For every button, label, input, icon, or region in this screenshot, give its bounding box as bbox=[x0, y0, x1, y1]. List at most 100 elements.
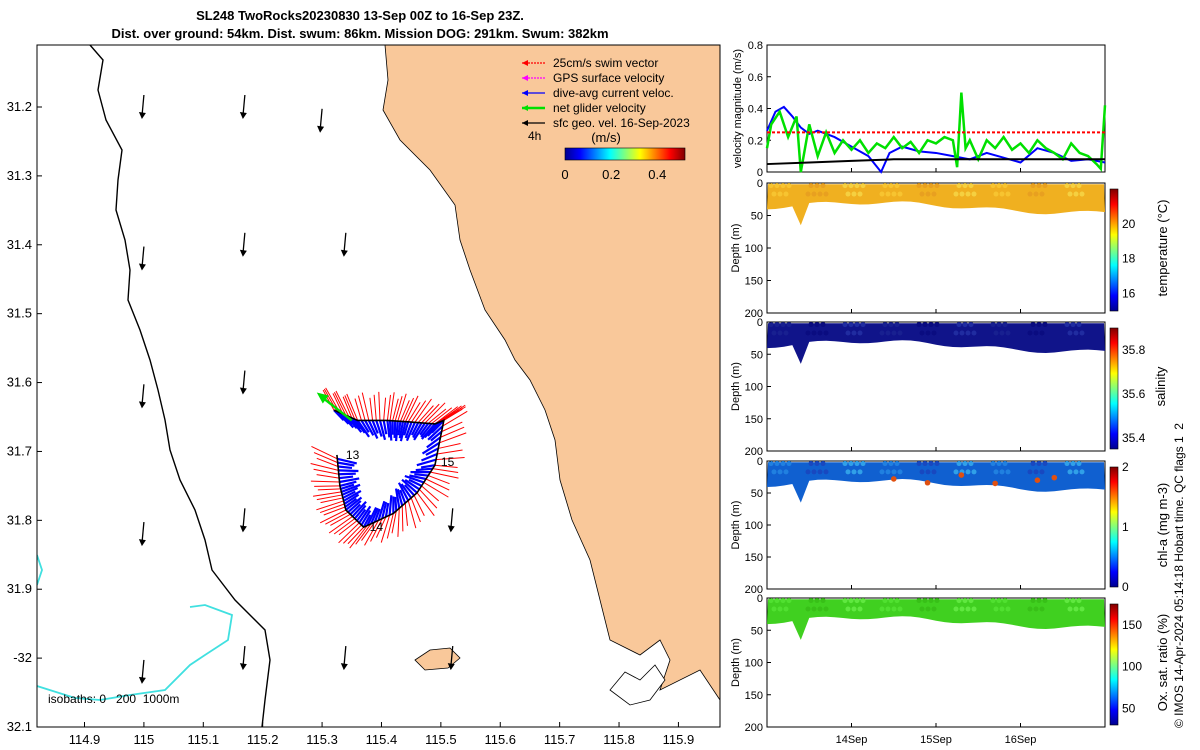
map-x-tick-label: 115.1 bbox=[188, 732, 220, 747]
swim-vector bbox=[316, 457, 339, 467]
heatmap-sample bbox=[783, 469, 789, 475]
heatmap-sample bbox=[1002, 322, 1008, 328]
heatmap-sample bbox=[854, 461, 860, 467]
heatmap-sample bbox=[820, 322, 826, 328]
current-vector bbox=[414, 473, 429, 477]
net-glider-vector-head bbox=[316, 392, 329, 404]
heatmap-sample bbox=[774, 461, 780, 467]
heatmap-sample bbox=[993, 330, 999, 336]
heatmap-sample bbox=[811, 191, 817, 197]
heatmap-sample bbox=[934, 322, 940, 328]
current-vector bbox=[343, 489, 362, 502]
heatmap-y-label: Depth (m) bbox=[730, 501, 742, 550]
map-y-tick-label: 31.5 bbox=[7, 306, 32, 321]
swim-vector bbox=[316, 494, 343, 501]
heatmap-sample bbox=[962, 461, 968, 467]
heatmap-sample bbox=[968, 598, 974, 604]
legend-label: dive-avg current veloc. bbox=[553, 86, 674, 100]
heatmap-sample bbox=[922, 598, 928, 604]
heatmap-sample bbox=[805, 606, 811, 612]
heatmap-sample bbox=[885, 469, 891, 475]
heatmap-sample bbox=[885, 191, 891, 197]
heatmap-sample bbox=[882, 183, 888, 189]
heatmap-sample bbox=[1076, 598, 1082, 604]
map-x-tick-label: 114.9 bbox=[69, 732, 101, 747]
swim-vector bbox=[342, 396, 353, 419]
heatmap-sample bbox=[857, 606, 863, 612]
heatmap-sample bbox=[1036, 183, 1042, 189]
heatmap-sample bbox=[879, 606, 885, 612]
current-vector bbox=[394, 488, 401, 509]
heatmap-sample bbox=[919, 191, 925, 197]
velocity-y-label: velocity magnitude (m/s) bbox=[732, 49, 744, 168]
heatmap-y-tick-label: 100 bbox=[745, 520, 763, 532]
current-vector bbox=[426, 436, 442, 449]
heatmap-sample bbox=[879, 469, 885, 475]
heatmap-y-tick-label: 150 bbox=[745, 414, 763, 426]
map-x-tick-label: 115.5 bbox=[425, 732, 457, 747]
velocity-magnitude-panel: 0 0.2 0.4 0.6 0.8 velocity magnitude (m/s) bbox=[732, 40, 1107, 179]
current-vector bbox=[412, 422, 423, 439]
swim-vector bbox=[427, 408, 447, 424]
heatmap-y-tick-label: 0 bbox=[757, 178, 763, 190]
colorbar-tick-label: 0 bbox=[1122, 580, 1129, 594]
heatmap-sample bbox=[857, 469, 863, 475]
heatmap-sample bbox=[860, 322, 866, 328]
heatmap-sample bbox=[965, 191, 971, 197]
heatmap-sample bbox=[820, 461, 826, 467]
swim-vector bbox=[319, 503, 345, 514]
heatmap-sample bbox=[777, 606, 783, 612]
time-x-tick-label: 16Sep bbox=[1005, 734, 1037, 746]
heatmap-sample bbox=[993, 469, 999, 475]
heatmap-sample bbox=[925, 606, 931, 612]
heatmap-sample bbox=[1042, 598, 1048, 604]
heatmap-sample bbox=[996, 322, 1002, 328]
swim-vector bbox=[369, 397, 374, 421]
colorbar-tick-label: 20 bbox=[1122, 217, 1136, 231]
heatmap-sample bbox=[879, 191, 885, 197]
current-vector bbox=[420, 464, 436, 469]
legend-label: GPS surface velocity bbox=[553, 71, 664, 85]
swim-vector bbox=[319, 509, 347, 524]
heatmap-y-tick-label: 100 bbox=[745, 382, 763, 394]
velocity-y-tick-label: 0.2 bbox=[748, 135, 763, 147]
swim-vector bbox=[310, 480, 340, 483]
heatmap-sample bbox=[823, 606, 829, 612]
heatmap-y-tick-label: 50 bbox=[751, 349, 763, 361]
swim-vector bbox=[405, 395, 419, 422]
heatmap-y-tick-label: 100 bbox=[745, 243, 763, 255]
map-plot: 114.9 115 115.1 115.2 115.3 115.4 115.5 115.6 11… bbox=[7, 44, 721, 747]
heatmap-sample bbox=[931, 330, 937, 336]
map-x-tick-label: 115.8 bbox=[603, 732, 635, 747]
heatmap-sample bbox=[777, 469, 783, 475]
heatmap-sample bbox=[817, 606, 823, 612]
heatmap-sample bbox=[931, 191, 937, 197]
heatmap-sample bbox=[953, 469, 959, 475]
isobath-1000 bbox=[37, 604, 234, 701]
legend-label: net glider velocity bbox=[553, 101, 646, 115]
map-y-tick-label: 31.3 bbox=[7, 168, 32, 183]
heatmap-sample bbox=[990, 598, 996, 604]
current-vector bbox=[431, 419, 445, 434]
heatmap-sample bbox=[768, 183, 774, 189]
swim-vector bbox=[375, 516, 387, 538]
heatmap-sample bbox=[860, 461, 866, 467]
heatmap-sample bbox=[845, 469, 851, 475]
current-vector bbox=[347, 500, 362, 513]
time-series-panels: 0 0.2 0.4 0.6 0.8 velocity magnitude (m/s) 0 5… bbox=[730, 40, 1186, 746]
heatmap-sample bbox=[931, 469, 937, 475]
heatmap-sample bbox=[777, 330, 783, 336]
swim-vector bbox=[347, 526, 365, 545]
heatmap-sample bbox=[851, 330, 857, 336]
heatmap-sample bbox=[814, 461, 820, 467]
velocity-y-tick-label: 0.4 bbox=[748, 104, 763, 116]
current-vector bbox=[339, 480, 357, 487]
swim-vector bbox=[328, 516, 353, 534]
heatmap-sample bbox=[897, 606, 903, 612]
swim-vector bbox=[414, 398, 432, 423]
heatmap-sample bbox=[808, 183, 814, 189]
heatmap-y-tick-label: 50 bbox=[751, 211, 763, 223]
heatmap-sample bbox=[916, 461, 922, 467]
heatmap-sample bbox=[992, 480, 998, 487]
swim-vector bbox=[440, 426, 465, 438]
